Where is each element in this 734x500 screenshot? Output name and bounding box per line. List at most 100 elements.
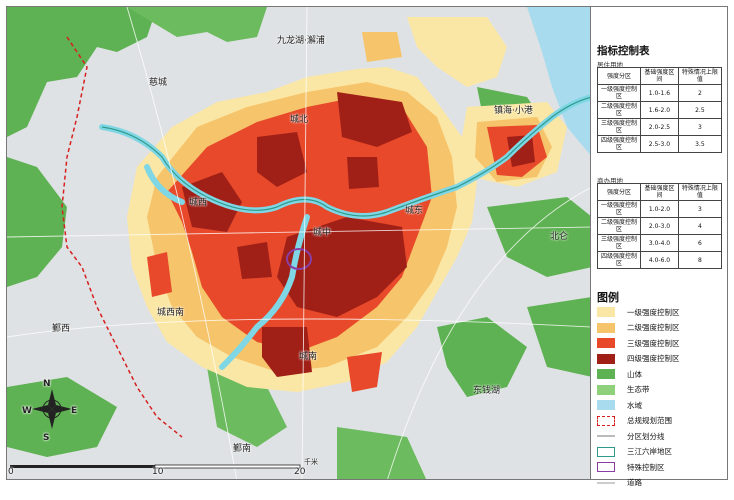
legend-label: 四级强度控制区 <box>627 354 680 363</box>
legend-swatch <box>597 435 615 437</box>
table-cell: 2.5 <box>677 101 723 119</box>
scale-bar: 0 10 20 千米 <box>8 458 318 477</box>
legend-swatch <box>597 400 615 410</box>
legend-item: 一级强度控制区 <box>597 305 725 319</box>
table-header: 特殊情况上限值 <box>677 183 723 201</box>
legend-item: 生态带 <box>597 383 725 397</box>
table-cell: 4 <box>677 217 723 235</box>
table-cell: 6 <box>677 234 723 252</box>
place-label: 城东 <box>405 206 424 216</box>
legend-item: 总规规划范围 <box>597 414 725 428</box>
roads <box>7 7 590 479</box>
table-header: 特殊情况上限值 <box>677 67 723 85</box>
legend-label: 生态带 <box>627 385 650 394</box>
table-row: 四级强度控制区 2.5-3.0 3.5 <box>596 135 723 153</box>
legend-label: 分区划分线 <box>627 431 665 441</box>
table-header-row: 强度分区 基础强度区间 特殊情况上限值 <box>596 67 723 85</box>
legend-swatch <box>597 369 615 379</box>
scale-tick: 10 <box>152 467 164 477</box>
table-row: 二级强度控制区 2.0-3.0 4 <box>596 217 723 235</box>
commercial-table: 强度分区 基础强度区间 特殊情况上限值 一级强度控制区 1.0-2.0 3 二级… <box>596 183 723 269</box>
legend-item: 三江六岸地区 <box>597 445 725 459</box>
place-label: 城中 <box>313 228 332 238</box>
commercial-label: 商办用地 <box>597 177 623 185</box>
legend-item: 四级强度控制区 <box>597 352 725 366</box>
legend-item: 分区划分线 <box>597 429 725 443</box>
table-header: 基础强度区间 <box>640 183 679 201</box>
legend-label: 道路 <box>627 478 642 487</box>
residential-label: 居住用地 <box>597 61 623 69</box>
compass-e: E <box>71 406 78 416</box>
planning-boundary <box>61 36 183 438</box>
legend-swatch <box>597 353 615 364</box>
legend-swatch <box>597 415 615 426</box>
legend-label: 特殊控制区 <box>627 462 665 472</box>
place-label: 城南 <box>299 352 318 362</box>
legend-item: 道路 <box>597 476 725 490</box>
legend-label: 三江六岸地区 <box>627 447 672 456</box>
table-row: 三级强度控制区 3.0-4.0 6 <box>596 234 723 252</box>
table-cell: 四级强度控制区 <box>596 251 642 269</box>
table-header: 基础强度区间 <box>640 67 679 85</box>
place-label: 鄞西 <box>52 324 71 334</box>
special-control-area <box>286 248 312 270</box>
table-cell: 1.6-2.0 <box>640 101 679 119</box>
legend-swatch <box>597 384 615 395</box>
table-cell: 3 <box>677 118 723 136</box>
zone-level4 <box>182 92 535 377</box>
table-header: 强度分区 <box>596 183 642 201</box>
table-cell: 3.5 <box>677 135 723 153</box>
legend-item: 二级强度控制区 <box>597 321 725 335</box>
table-cell: 二级强度控制区 <box>596 217 642 235</box>
table-row: 四级强度控制区 4.0-6.0 8 <box>596 251 723 269</box>
legend-label: 一级强度控制区 <box>627 307 680 317</box>
legend-swatch <box>597 307 615 317</box>
table-cell: 3.0-4.0 <box>640 234 679 252</box>
compass-n: N <box>43 379 51 389</box>
table-cell: 四级强度控制区 <box>596 135 642 153</box>
map-canvas: 九龙湖·澥浦 慈城 城北 镇海·小港 城西 城东 城中 北仑 城西南 城南 鄞西… <box>6 6 591 480</box>
residential-table: 强度分区 基础强度区间 特殊情况上限值 一级强度控制区 1.0-1.6 2 二级… <box>596 67 723 153</box>
legend-swatch <box>597 462 615 472</box>
place-label: 北仑 <box>550 232 569 242</box>
sea-area <box>527 7 590 155</box>
table-cell: 一级强度控制区 <box>596 200 642 218</box>
legend-title: 图例 <box>597 291 619 304</box>
table-cell: 2.0-3.0 <box>640 217 679 235</box>
table-row: 一级强度控制区 1.0-1.6 2 <box>596 84 723 102</box>
table-cell: 4.0-6.0 <box>640 251 679 269</box>
legend-label: 水域 <box>627 400 642 410</box>
legend-label: 三级强度控制区 <box>627 338 680 348</box>
scale-tick: 20 <box>294 467 306 477</box>
legend-panel: 指标控制表 居住用地 强度分区 基础强度区间 特殊情况上限值 一级强度控制区 1… <box>591 6 728 487</box>
three-rivers-outline <box>101 96 590 217</box>
legend-label: 总规规划范围 <box>627 416 672 425</box>
table-cell: 2 <box>677 84 723 102</box>
table-cell: 8 <box>677 251 723 269</box>
place-label: 城北 <box>290 115 309 125</box>
legend-swatch <box>597 338 615 348</box>
table-cell: 三级强度控制区 <box>596 118 642 136</box>
table-cell: 1.0-2.0 <box>640 200 679 218</box>
legend-item: 特殊控制区 <box>597 460 725 474</box>
table-row: 三级强度控制区 2.0-2.5 3 <box>596 118 723 136</box>
legend-label: 二级强度控制区 <box>627 323 680 332</box>
place-label: 鄞南 <box>233 444 252 454</box>
table-cell: 2.5-3.0 <box>640 135 679 153</box>
table-cell: 3 <box>677 200 723 218</box>
place-label: 慈城 <box>149 78 168 88</box>
scale-bar-graphic <box>10 464 301 469</box>
table-row: 二级强度控制区 1.6-2.0 2.5 <box>596 101 723 119</box>
index-table-title: 指标控制表 <box>597 45 650 57</box>
compass-s: S <box>43 433 50 443</box>
legend-swatch <box>597 481 615 484</box>
place-label: 城西南 <box>157 308 185 318</box>
place-label: 东钱湖 <box>473 386 501 396</box>
table-header: 强度分区 <box>596 67 642 85</box>
legend-item: 三级强度控制区 <box>597 336 725 350</box>
table-row: 一级强度控制区 1.0-2.0 3 <box>596 200 723 218</box>
compass-w: W <box>22 406 32 416</box>
legend-swatch <box>597 322 615 333</box>
place-label: 城西 <box>189 198 208 208</box>
